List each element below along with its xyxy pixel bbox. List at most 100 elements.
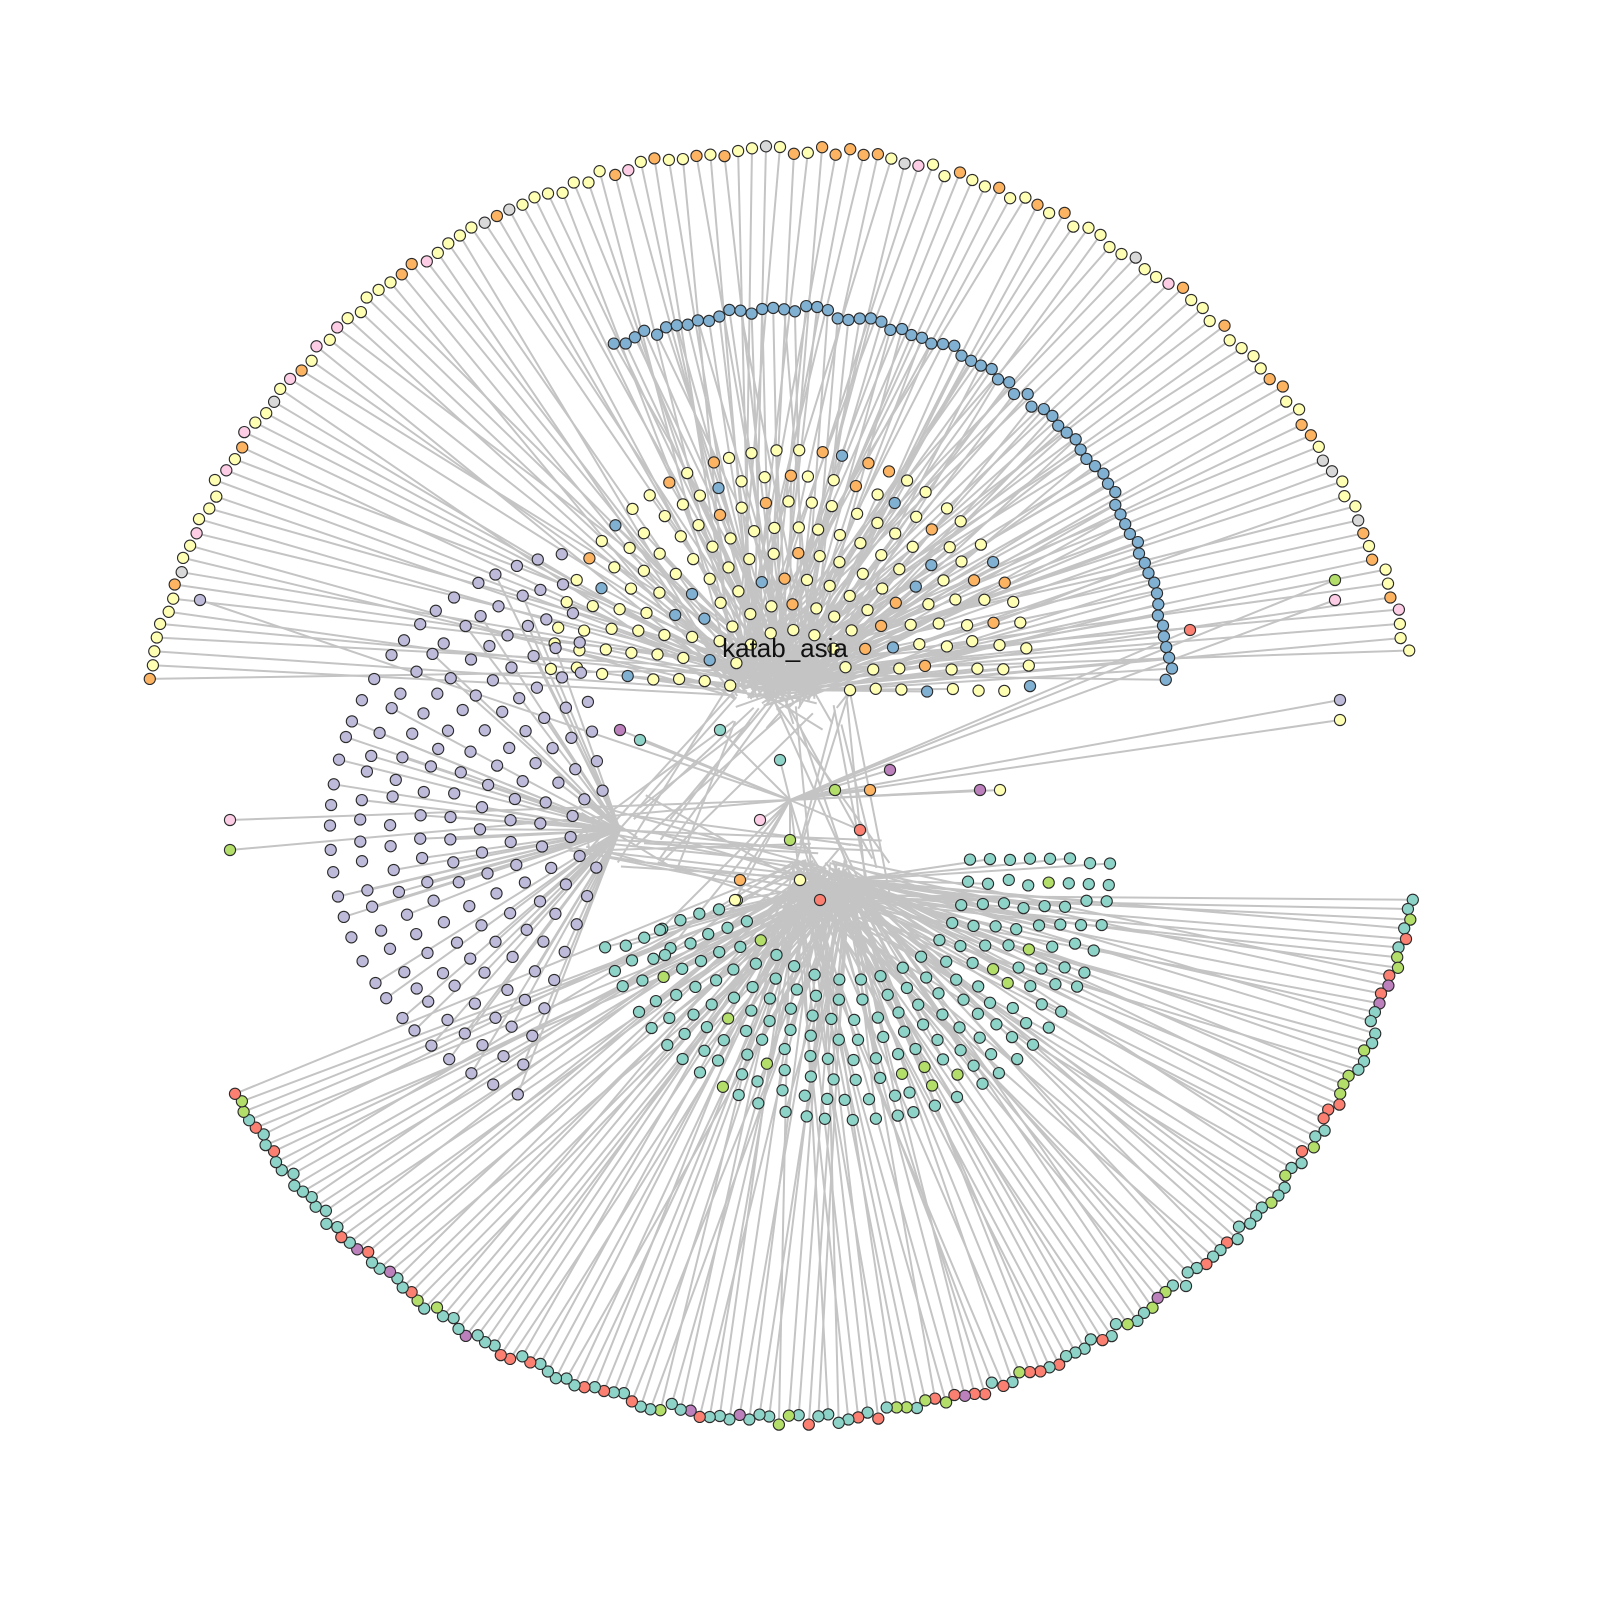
graph-edge <box>789 719 1341 801</box>
top-arc-node <box>1149 270 1163 284</box>
teal-fan-node <box>636 974 649 987</box>
bottom-arc-node <box>362 1245 375 1259</box>
teal-fan-node <box>848 1013 861 1027</box>
lavender-fan-node <box>555 548 568 561</box>
teal-fan-node <box>779 1105 792 1119</box>
bottom-arc-node <box>1137 1306 1151 1320</box>
yellow-fan-node <box>882 465 896 478</box>
teal-fan-node <box>721 1012 735 1025</box>
teal-fan-node <box>684 937 697 950</box>
lavender-fan-node <box>505 661 518 674</box>
lavender-fan-node <box>476 1038 489 1052</box>
yellow-fan-node <box>843 683 857 697</box>
teal-fan-node <box>973 1031 986 1044</box>
teal-fan-node <box>798 1089 811 1102</box>
lavender-fan-node <box>508 792 522 806</box>
lavender-fan-node <box>421 876 434 889</box>
bottom-arc-node <box>872 1412 885 1425</box>
blue-arc-node <box>1156 619 1170 632</box>
graph-edge <box>377 289 755 666</box>
top-arc-node <box>1218 319 1231 332</box>
graph-edge <box>795 660 834 725</box>
graph-edge <box>496 215 779 698</box>
yellow-fan-node <box>1014 616 1027 629</box>
top-arc-node <box>829 148 842 161</box>
graph-edge <box>234 458 775 667</box>
top-arc-node <box>844 143 857 156</box>
teal-fan-node <box>832 1033 845 1046</box>
lavender-fan-node <box>531 553 544 566</box>
top-arc-node <box>1254 362 1267 375</box>
yellow-fan-node <box>755 576 768 589</box>
graph-edge <box>792 895 850 1420</box>
yellow-fan-node <box>808 629 821 642</box>
top-arc-node <box>690 149 703 163</box>
lavender-fan-node <box>331 890 345 903</box>
graph-edge <box>273 400 731 676</box>
teal-fan-node <box>936 1053 950 1066</box>
teal-fan-node <box>676 962 689 975</box>
graph-edge <box>842 887 1263 1209</box>
teal-fan-node <box>933 933 946 947</box>
bottom-arc-node <box>910 1401 924 1415</box>
graph-edge <box>849 862 1111 881</box>
yellow-fan-node <box>828 610 841 623</box>
yellow-fan-node <box>703 572 716 585</box>
bottom-arc-node <box>1391 951 1404 964</box>
bottom-arc-node <box>560 1372 573 1385</box>
yellow-fan-node <box>800 573 814 587</box>
bottom-arc-node <box>1096 1333 1109 1347</box>
yellow-fan-node <box>845 624 858 637</box>
yellow-fan-node <box>685 630 699 644</box>
graph-edge <box>789 629 1191 801</box>
yellow-fan-node <box>703 653 716 667</box>
top-arc-node <box>153 617 167 631</box>
yellow-fan-node <box>793 444 806 457</box>
yellow-fan-node <box>707 456 721 469</box>
lavender-fan-node <box>327 866 340 879</box>
blue-arc-node <box>1152 598 1165 611</box>
top-arc-node <box>648 152 661 165</box>
lavender-fan-node <box>511 1088 524 1101</box>
teal-fan-node <box>1026 1038 1040 1051</box>
teal-fan-node <box>918 1060 931 1074</box>
teal-fan-node <box>1002 873 1015 887</box>
yellow-fan-node <box>632 624 645 637</box>
lavender-fan-node <box>417 785 430 799</box>
bottom-arc-node <box>1023 1365 1037 1379</box>
lavender-fan-node <box>510 858 523 872</box>
yellow-fan-node <box>560 595 573 609</box>
hub-node <box>658 948 672 962</box>
teal-fan-node <box>851 1033 865 1046</box>
teal-fan-node <box>1042 876 1055 889</box>
top-arc-node <box>885 152 898 165</box>
lavender-fan-node <box>489 935 502 948</box>
yellow-fan-node <box>1023 679 1037 693</box>
blue-arc-node <box>915 331 929 344</box>
yellow-fan-node <box>954 515 967 528</box>
teal-fan-node <box>619 939 632 952</box>
teal-fan-node <box>957 993 970 1006</box>
yellow-fan-node <box>669 608 682 622</box>
graph-edge <box>241 880 830 1103</box>
top-arc-node <box>1292 403 1306 416</box>
teal-fan-node <box>1100 895 1113 908</box>
lavender-fan-node <box>374 924 388 937</box>
graph-edge <box>789 546 914 691</box>
bottom-arc-node <box>1352 1063 1365 1076</box>
lavender-fan-node <box>487 1078 500 1091</box>
blue-arc-node <box>1159 673 1172 686</box>
yellow-fan-node <box>778 572 791 585</box>
yellow-fan-node <box>888 496 901 510</box>
teal-fan-node <box>676 1052 689 1066</box>
lavender-fan-node <box>398 965 411 979</box>
teal-fan-node <box>953 1021 966 1034</box>
bottom-arc-node <box>958 1389 972 1402</box>
lavender-fan-node <box>520 923 533 936</box>
blue-arc-node <box>864 312 878 325</box>
yellow-fan-node <box>833 528 847 542</box>
lavender-fan-node <box>400 908 414 921</box>
center-node-label: katab_asia <box>722 633 848 663</box>
blue-arc-node <box>1003 376 1016 389</box>
top-arc-node <box>1392 603 1406 616</box>
